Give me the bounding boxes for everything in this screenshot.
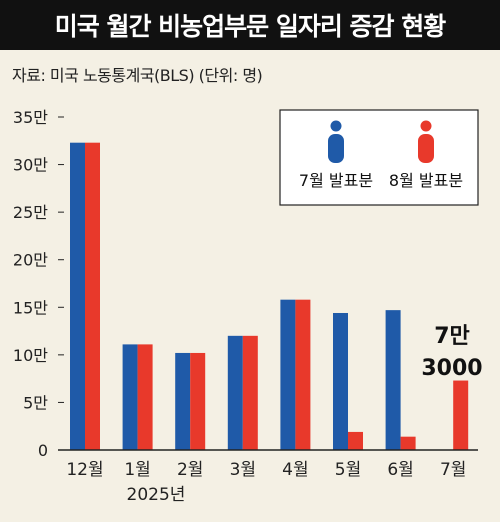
x-tick-label: 4월	[282, 460, 308, 480]
legend-label-august: 8월 발표분	[389, 171, 463, 190]
y-axis: 0 5만 10만 15만 20만 25만 30만 35만	[13, 108, 64, 460]
y-tick-label: 0	[38, 441, 48, 460]
bars	[70, 142, 469, 450]
legend: 7월 발표분 8월 발표분	[279, 109, 479, 206]
person-icon-july	[328, 120, 344, 163]
bar-july-2	[175, 352, 191, 450]
y-tick-label: 10만	[13, 346, 48, 365]
annotation-line1: 7만	[434, 324, 470, 349]
bar-july-1	[122, 344, 138, 450]
y-tick-label: 5만	[23, 393, 48, 412]
bar-august-0	[85, 142, 100, 450]
bar-july-0	[70, 142, 85, 450]
bar-august-1	[137, 344, 153, 450]
y-tick-label: 15만	[13, 298, 48, 317]
x-tick-label: 1월	[124, 460, 150, 480]
bar-july-5	[333, 312, 348, 450]
legend-label-july: 7월 발표분	[299, 171, 373, 190]
bar-july-6	[385, 310, 401, 450]
y-tick-label: 30만	[13, 156, 48, 175]
bar-july-4	[280, 299, 296, 450]
source-note: 자료: 미국 노동통계국(BLS) (단위: 명)	[12, 66, 263, 85]
y-tick-label: 25만	[13, 203, 48, 222]
x-tick-label: 5월	[335, 460, 361, 480]
legend-box	[279, 109, 479, 206]
bar-august-7	[453, 380, 469, 450]
person-icon-august	[418, 120, 434, 163]
x-tick-label: 12월	[66, 460, 103, 480]
x-tick-label: 2월	[177, 460, 203, 480]
y-tick-label: 20만	[13, 251, 48, 270]
bar-august-4	[295, 299, 311, 450]
bar-august-5	[348, 431, 363, 450]
x-tick-label: 3월	[230, 460, 256, 480]
x-tick-label: 7월	[440, 460, 466, 480]
x-tick-label: 6월	[387, 460, 413, 480]
x-sublabel-year: 2025년	[127, 485, 186, 505]
bar-august-2	[190, 352, 206, 450]
chart-title: 미국 월간 비농업부문 일자리 증감 현황	[0, 0, 500, 50]
y-tick-label: 35만	[13, 108, 48, 127]
x-axis: 12월 1월 2월 3월 4월 5월 6월 7월 2025년	[58, 449, 478, 505]
bar-august-3	[242, 335, 258, 450]
annotation-line2: 3000	[421, 356, 482, 381]
bar-july-3	[227, 335, 243, 450]
bar-august-6	[400, 436, 416, 450]
